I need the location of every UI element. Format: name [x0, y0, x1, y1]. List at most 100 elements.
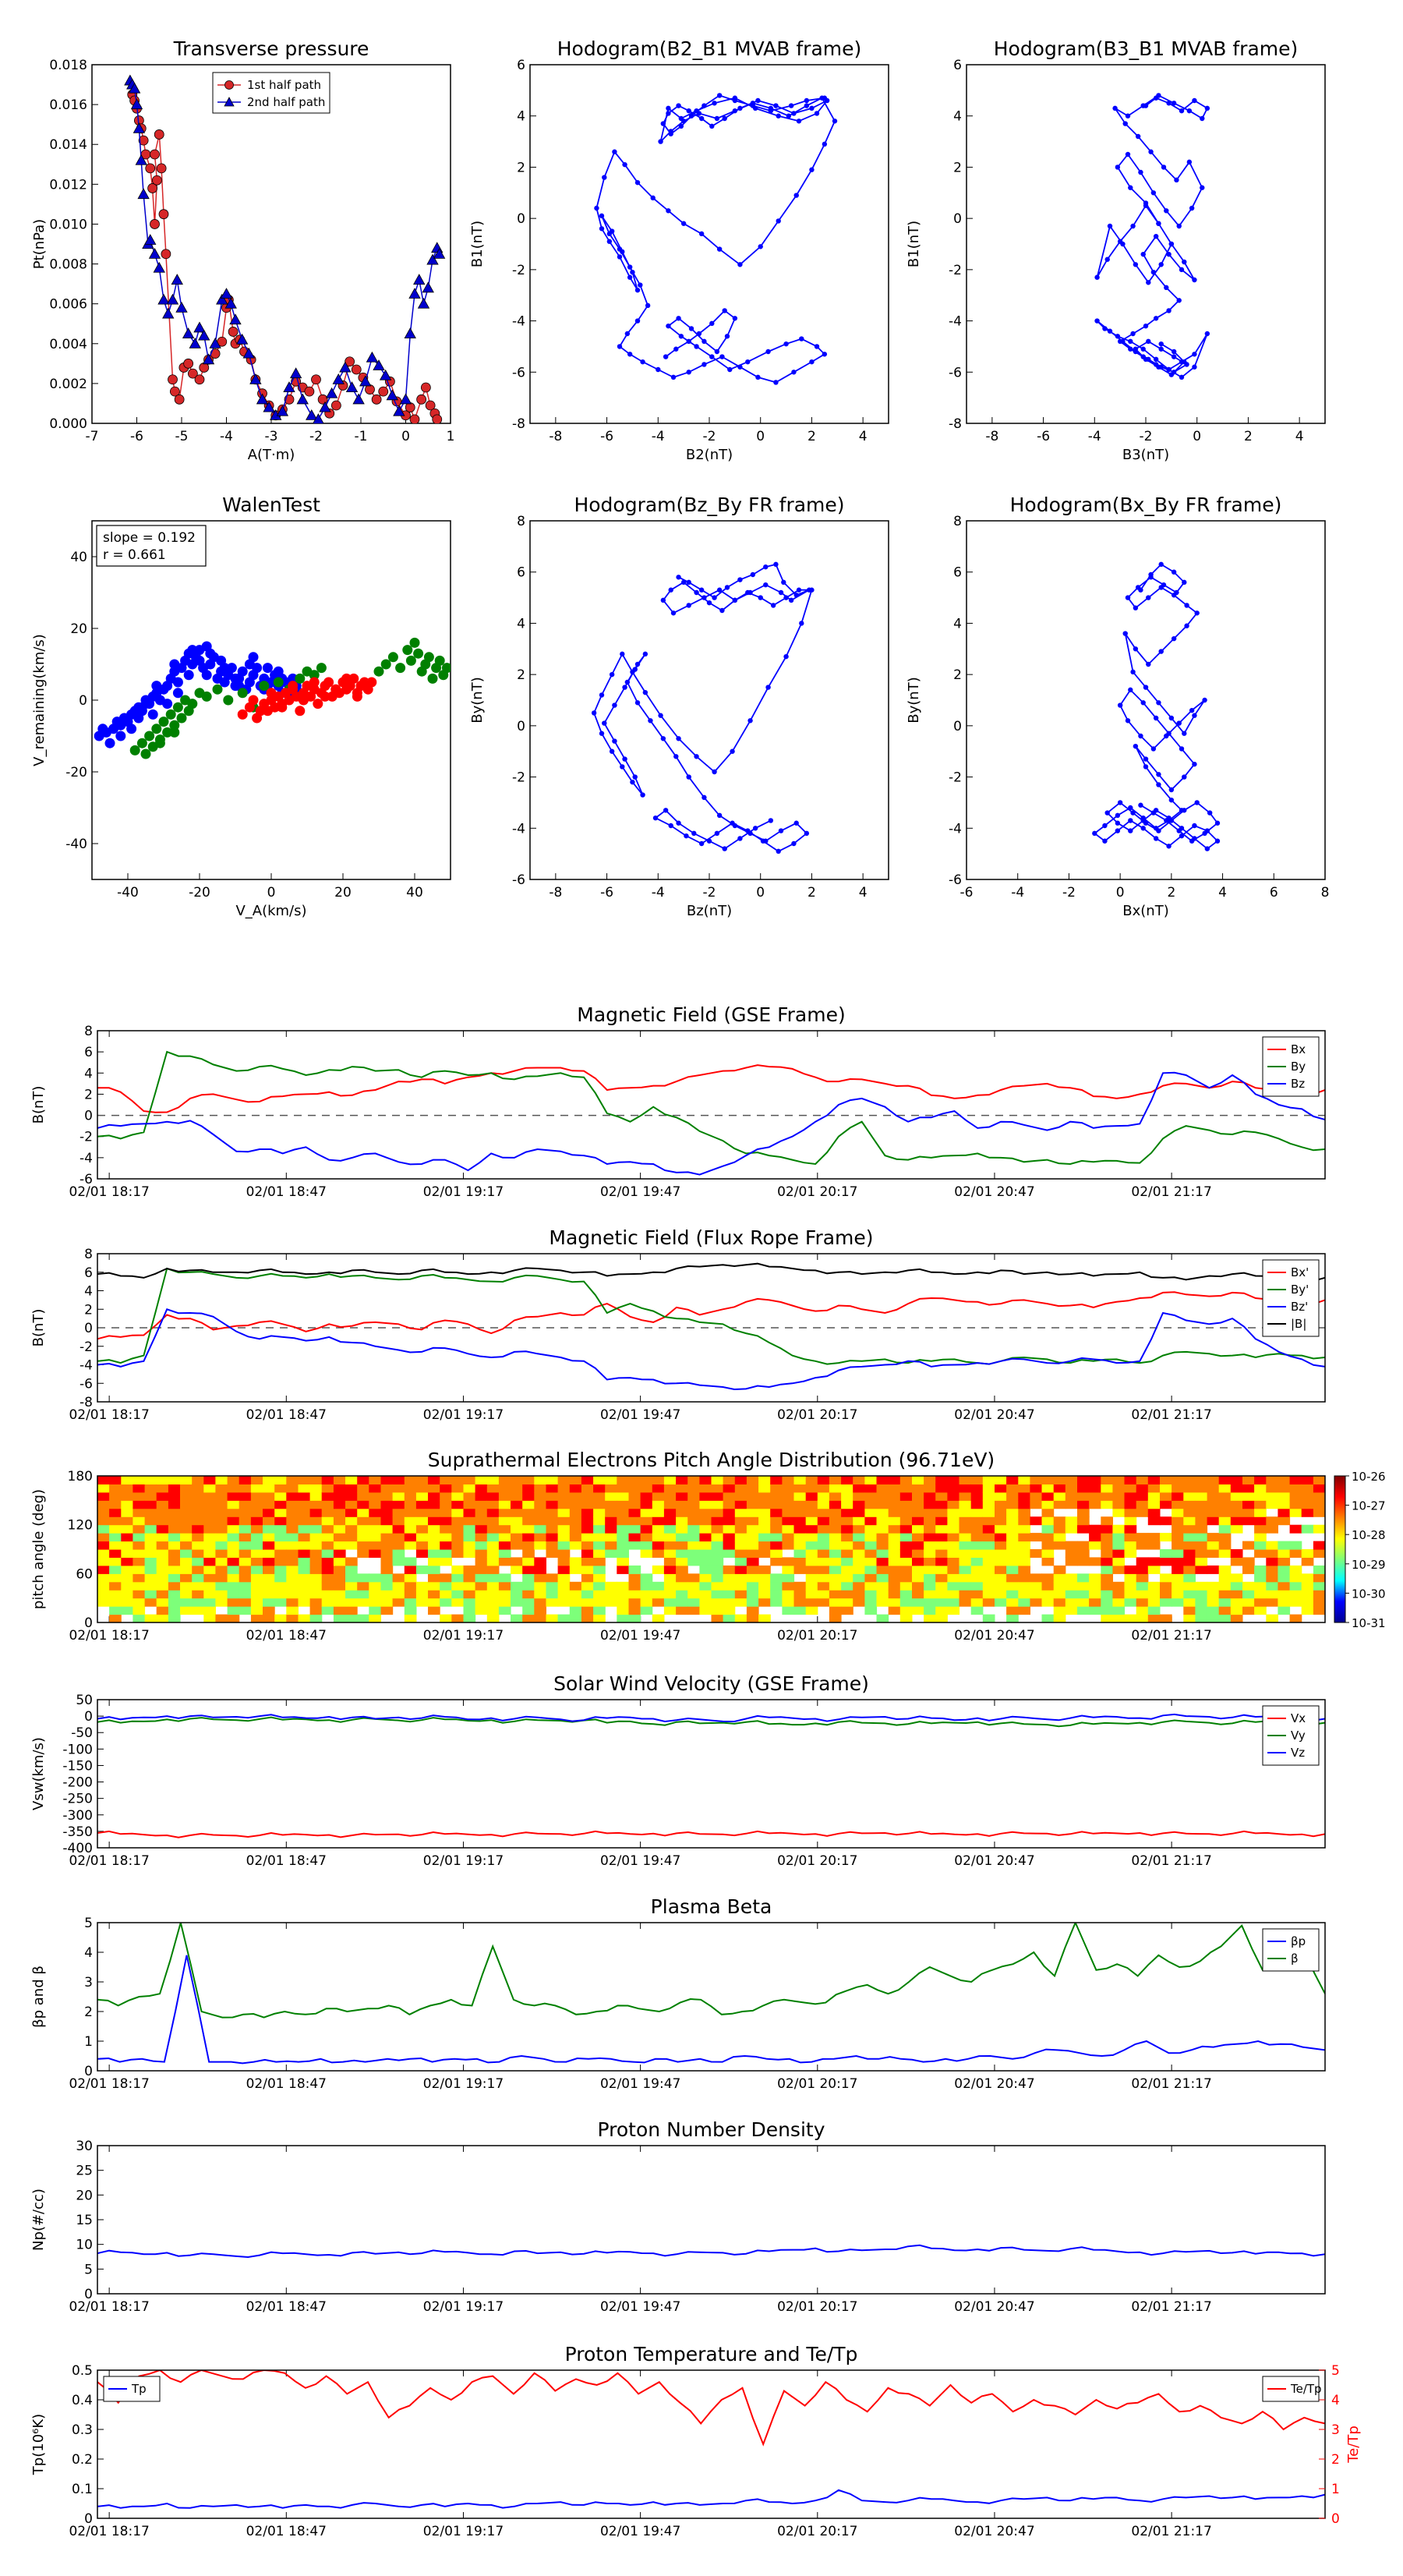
- data-point: [162, 727, 173, 738]
- heat-cell: [522, 1491, 535, 1501]
- heat-cell: [97, 1516, 110, 1526]
- heat-cell: [1301, 1500, 1314, 1509]
- heat-cell: [676, 1516, 688, 1526]
- heat-cell: [534, 1533, 546, 1542]
- heat-cell: [168, 1533, 181, 1542]
- heat-cell: [1077, 1573, 1090, 1583]
- heat-cell: [829, 1581, 842, 1591]
- heat-cell: [263, 1541, 275, 1550]
- heat-cell: [239, 1500, 252, 1509]
- x-tick-label: 02/01 19:47: [600, 1407, 680, 1423]
- x-tick-label: 02/01 21:17: [1131, 2524, 1211, 2539]
- heat-cell: [628, 1516, 641, 1526]
- heat-cell: [250, 1500, 263, 1509]
- heat-cell: [1101, 1516, 1113, 1526]
- heat-cell: [734, 1598, 747, 1607]
- heat-cell: [321, 1476, 334, 1484]
- heat-cell: [286, 1598, 299, 1607]
- heat-cell: [522, 1541, 535, 1550]
- heat-cell: [829, 1573, 842, 1583]
- heat-cell: [793, 1565, 807, 1574]
- data-point: [1189, 205, 1195, 211]
- data-point: [1125, 595, 1131, 600]
- heat-cell: [1053, 1476, 1066, 1484]
- y-axis-label: Np(#/cc): [30, 2189, 47, 2251]
- heat-cell: [699, 1508, 712, 1517]
- heat-cell: [263, 1590, 275, 1599]
- heat-cell: [203, 1541, 216, 1550]
- heat-cell: [428, 1533, 440, 1542]
- y-right-tick-label: 2: [1331, 2452, 1340, 2468]
- heat-cell: [121, 1541, 133, 1550]
- data-point: [248, 695, 259, 706]
- data-point: [237, 709, 248, 720]
- data-point: [624, 331, 631, 337]
- heat-cell: [1254, 1476, 1267, 1484]
- heat-cell: [475, 1500, 488, 1509]
- heat-cell: [321, 1573, 334, 1583]
- heat-cell: [451, 1533, 464, 1542]
- heat-cell: [1183, 1476, 1196, 1484]
- heat-cell: [924, 1557, 936, 1566]
- heat-cell: [1030, 1581, 1043, 1591]
- heat-cell: [121, 1581, 133, 1591]
- heat-cell: [734, 1590, 747, 1599]
- heat-cell: [498, 1541, 511, 1550]
- heat-cell: [864, 1565, 878, 1574]
- heat-cell: [215, 1484, 228, 1493]
- data-point: [752, 826, 758, 831]
- data-point: [1156, 93, 1161, 98]
- plot-area: [1092, 561, 1221, 851]
- heat-cell: [333, 1491, 346, 1501]
- plot-area: [97, 2244, 1325, 2259]
- heat-cell: [97, 1590, 110, 1599]
- heat-cell: [734, 1508, 747, 1517]
- heat-cell: [144, 1590, 157, 1599]
- heat-cell: [581, 1549, 594, 1558]
- data-point: [201, 670, 212, 681]
- heat-cell: [286, 1484, 299, 1493]
- heat-cell: [1230, 1606, 1243, 1615]
- data-point: [666, 323, 671, 329]
- x-tick-label: 02/01 20:47: [954, 1628, 1034, 1644]
- heat-cell: [723, 1476, 736, 1484]
- heat-cell: [593, 1541, 606, 1550]
- heat-cell: [793, 1533, 807, 1542]
- heat-cell: [309, 1581, 323, 1591]
- heat-cell: [380, 1541, 394, 1550]
- data-point: [1135, 585, 1141, 590]
- data-point: [696, 331, 702, 337]
- data-point: [706, 600, 712, 606]
- heat-cell: [133, 1508, 146, 1517]
- data-point: [634, 700, 641, 706]
- y-axis-label: Tp(10⁶K): [30, 2414, 47, 2475]
- heat-cell: [841, 1524, 853, 1534]
- data-point: [652, 815, 659, 821]
- heat-cell: [369, 1484, 381, 1493]
- data-point: [128, 82, 141, 94]
- heat-cell: [192, 1590, 204, 1599]
- data-point: [295, 673, 306, 684]
- heat-cell: [192, 1491, 204, 1501]
- heat-cell: [924, 1598, 936, 1607]
- heat-cell: [286, 1541, 299, 1550]
- heat-cell: [333, 1573, 346, 1583]
- data-point: [378, 386, 389, 397]
- heat-cell: [215, 1533, 228, 1542]
- heat-cell: [380, 1524, 394, 1534]
- data-point: [702, 338, 707, 345]
- heat-cell: [1289, 1614, 1302, 1622]
- heat-cell: [1065, 1573, 1078, 1583]
- heat-cell: [1030, 1500, 1043, 1509]
- heat-cell: [1230, 1573, 1243, 1583]
- data-point: [778, 828, 784, 833]
- heat-cell: [947, 1476, 960, 1484]
- data-point: [242, 347, 255, 359]
- heat-cell: [876, 1549, 889, 1558]
- heat-cell: [1218, 1500, 1232, 1509]
- heat-cell: [1053, 1598, 1066, 1607]
- heat-cell: [321, 1581, 334, 1591]
- heat-cell: [1006, 1557, 1019, 1566]
- heat-cell: [817, 1557, 830, 1566]
